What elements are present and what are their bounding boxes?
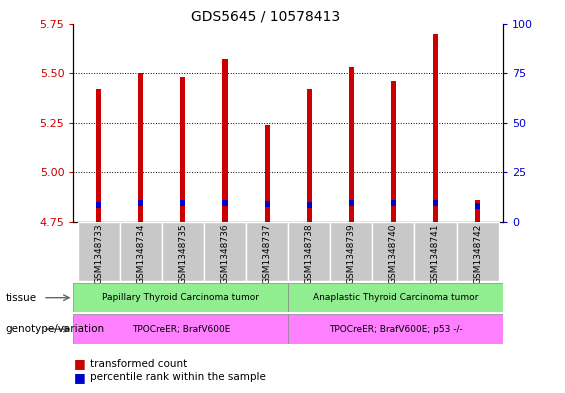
Bar	[180, 200, 185, 206]
Bar	[433, 200, 438, 206]
Bar	[120, 222, 162, 281]
Text: TPOCreER; BrafV600E; p53 -/-: TPOCreER; BrafV600E; p53 -/-	[329, 325, 462, 334]
Text: GSM1348735: GSM1348735	[179, 224, 188, 285]
Bar	[288, 283, 503, 312]
Text: GSM1348741: GSM1348741	[431, 224, 440, 284]
Bar	[391, 81, 396, 222]
Bar	[223, 59, 228, 222]
Bar	[162, 222, 204, 281]
Bar	[433, 33, 438, 222]
Text: percentile rank within the sample: percentile rank within the sample	[90, 372, 266, 382]
Text: GSM1348740: GSM1348740	[389, 224, 398, 284]
Bar	[138, 200, 144, 206]
Text: genotype/variation: genotype/variation	[6, 324, 105, 334]
Text: GSM1348737: GSM1348737	[263, 224, 272, 285]
Text: ■: ■	[73, 371, 85, 384]
Bar	[349, 67, 354, 222]
Text: ■: ■	[73, 357, 85, 370]
Bar	[457, 222, 499, 281]
Bar	[204, 222, 246, 281]
Text: GSM1348742: GSM1348742	[473, 224, 482, 284]
Bar	[138, 73, 144, 222]
Bar	[475, 200, 480, 222]
Bar	[77, 222, 120, 281]
Text: GDS5645 / 10578413: GDS5645 / 10578413	[191, 10, 340, 24]
Text: GSM1348734: GSM1348734	[136, 224, 145, 284]
Text: Anaplastic Thyroid Carcinoma tumor: Anaplastic Thyroid Carcinoma tumor	[313, 293, 478, 302]
Bar	[264, 125, 270, 222]
Text: TPOCreER; BrafV600E: TPOCreER; BrafV600E	[132, 325, 230, 334]
Bar	[73, 283, 288, 312]
Bar	[180, 77, 185, 222]
Bar	[96, 202, 101, 208]
Bar	[307, 89, 312, 222]
Bar	[372, 222, 415, 281]
Bar	[223, 200, 228, 206]
Text: transformed count: transformed count	[90, 358, 188, 369]
Text: Papillary Thyroid Carcinoma tumor: Papillary Thyroid Carcinoma tumor	[102, 293, 259, 302]
Bar	[415, 222, 457, 281]
Bar	[307, 202, 312, 208]
Bar	[246, 222, 288, 281]
Text: GSM1348733: GSM1348733	[94, 224, 103, 285]
Bar	[331, 222, 372, 281]
Text: GSM1348739: GSM1348739	[347, 224, 356, 285]
Text: tissue: tissue	[6, 293, 37, 303]
Text: GSM1348736: GSM1348736	[220, 224, 229, 285]
Bar	[475, 203, 480, 209]
Bar	[288, 314, 503, 344]
Bar	[264, 201, 270, 207]
Bar	[349, 200, 354, 206]
Bar	[391, 200, 396, 206]
Bar	[73, 314, 288, 344]
Bar	[288, 222, 331, 281]
Text: GSM1348738: GSM1348738	[305, 224, 314, 285]
Bar	[96, 89, 101, 222]
